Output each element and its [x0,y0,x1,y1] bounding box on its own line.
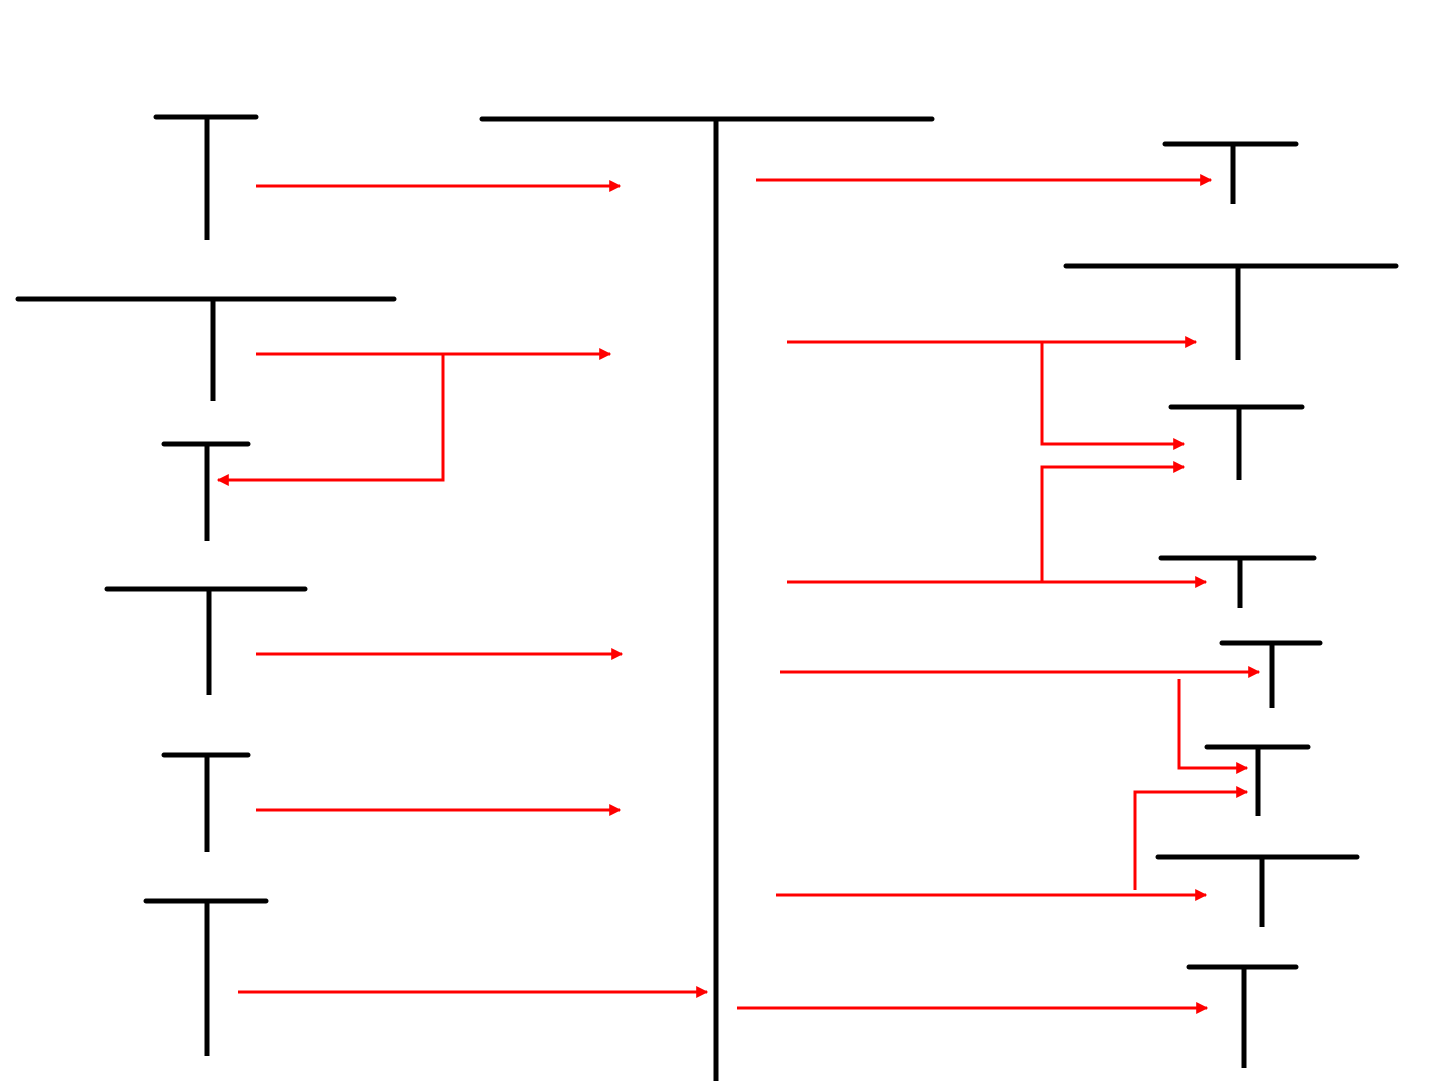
t-account-left-3 [161,441,251,541]
flow-arrow-right-7-branch [1133,786,1249,890]
t-account-left-2 [15,296,397,401]
central-t-account [479,116,935,1081]
t-account-right-7 [1155,854,1360,927]
flow-arrow-right-2-branch [1040,342,1186,450]
t-account-right-3 [1168,404,1305,480]
flow-arrow-right-5-branch [1177,679,1249,774]
t-account-right-5 [1219,640,1323,708]
t-account-left-6 [143,898,269,1056]
t-account-left-1 [153,114,259,240]
t-account-right-4 [1158,555,1317,608]
flow-arrow-right-4-branch [1040,461,1186,582]
t-account-left-5 [161,752,251,852]
t-account-right-2 [1063,263,1399,360]
t-account-right-8 [1186,964,1299,1068]
t-account-right-1 [1162,141,1299,204]
flow-arrow-left-2-to-left-3 [216,354,445,486]
t-account-right-6 [1204,744,1311,816]
t-account-left-4 [104,586,308,695]
